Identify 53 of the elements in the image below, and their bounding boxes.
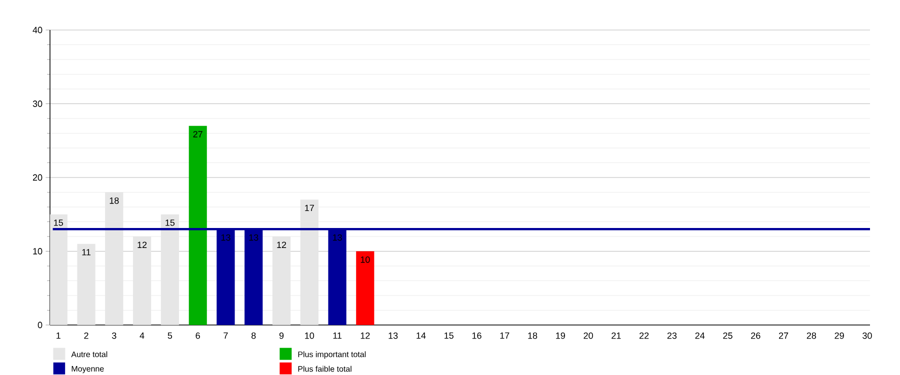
x-tick-label: 25 xyxy=(723,332,732,339)
x-tick-label: 5 xyxy=(168,332,172,339)
x-tick-label: 7 xyxy=(224,332,228,339)
x-tick-label: 28 xyxy=(806,332,816,339)
x-tick-label: 12 xyxy=(360,332,370,339)
x-tick-label: 15 xyxy=(444,332,454,339)
data-label: 12 xyxy=(277,242,286,248)
x-tick-label: 1 xyxy=(56,332,60,339)
x-tick-label: 4 xyxy=(140,332,144,339)
data-label: 15 xyxy=(166,220,175,226)
bar xyxy=(188,126,207,325)
x-tick-label: 11 xyxy=(333,332,342,339)
legend-label: Moyenne xyxy=(72,366,104,374)
data-label: 18 xyxy=(110,197,119,204)
y-tick-label: 40 xyxy=(32,26,42,34)
data-label: 17 xyxy=(305,204,314,212)
data-label: 15 xyxy=(54,220,63,226)
x-tick-label: 17 xyxy=(500,332,510,339)
x-tick-label: 13 xyxy=(388,332,398,339)
data-label: 13 xyxy=(249,234,258,241)
x-tick-label: 10 xyxy=(305,332,314,339)
x-tick-label: 24 xyxy=(695,332,705,339)
x-tick-label: 20 xyxy=(584,332,593,339)
data-label: 10 xyxy=(360,256,370,263)
x-tick-label: 2 xyxy=(84,332,88,339)
data-label: 13 xyxy=(332,234,342,241)
x-tick-label: 29 xyxy=(834,332,844,339)
x-tick-label: 6 xyxy=(196,332,200,339)
legend-label: Plus important total xyxy=(298,351,366,359)
data-label: 27 xyxy=(193,131,202,138)
y-tick-label: 10 xyxy=(33,248,42,254)
legend-label: Plus faible total xyxy=(298,366,352,372)
data-label: 11 xyxy=(82,249,90,256)
x-tick-label: 14 xyxy=(416,332,426,339)
bar xyxy=(356,251,374,325)
x-tick-label: 9 xyxy=(279,332,284,339)
x-tick-label: 23 xyxy=(667,332,677,339)
x-tick-label: 18 xyxy=(528,332,538,339)
y-tick-label: 20 xyxy=(32,174,42,181)
y-tick-label: 30 xyxy=(32,100,42,107)
x-tick-label: 21 xyxy=(612,332,621,339)
x-tick-label: 16 xyxy=(472,332,482,339)
x-tick-label: 22 xyxy=(640,332,649,339)
data-label: 13 xyxy=(221,234,230,241)
x-tick-label: 3 xyxy=(112,332,116,339)
x-tick-label: 26 xyxy=(751,332,760,339)
x-tick-label: 27 xyxy=(778,332,788,339)
y-tick-label: 0 xyxy=(38,322,42,328)
legend-label: Autre total xyxy=(71,351,108,358)
data-label: 12 xyxy=(138,242,147,248)
x-tick-label: 8 xyxy=(251,332,256,339)
x-tick-label: 30 xyxy=(862,332,872,339)
x-tick-label: 19 xyxy=(556,332,565,339)
